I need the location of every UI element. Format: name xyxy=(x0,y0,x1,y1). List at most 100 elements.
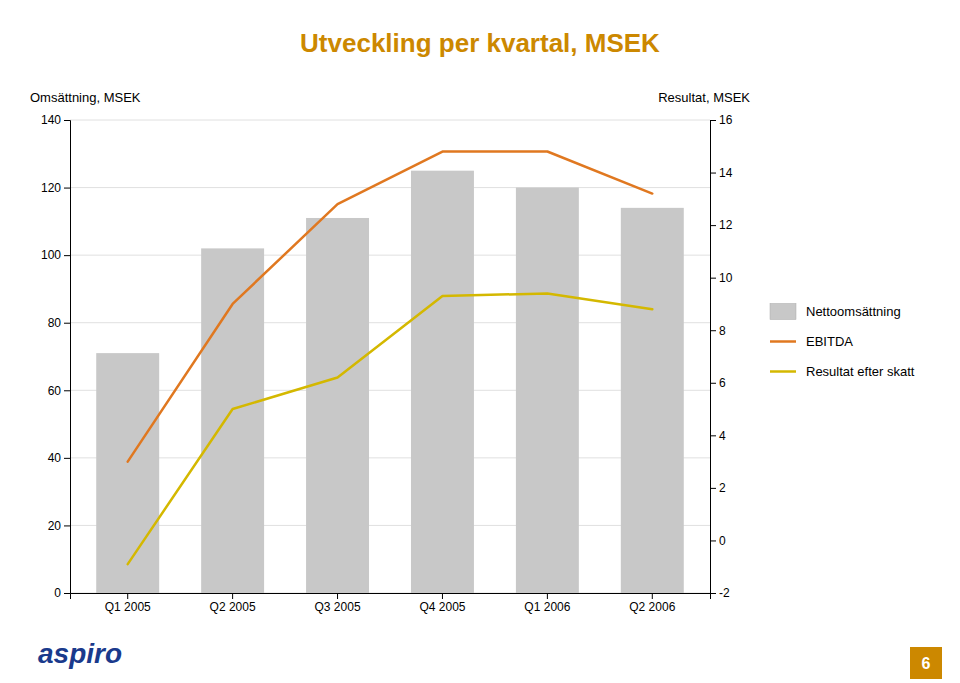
tick: 140 xyxy=(41,113,70,127)
tick-label: 16 xyxy=(719,113,733,127)
tick-label: 140 xyxy=(41,113,61,127)
grid xyxy=(70,120,710,593)
tick-mark xyxy=(337,593,338,599)
tick-label: 6 xyxy=(719,376,726,390)
tick-label: 120 xyxy=(41,181,61,195)
grid-line xyxy=(70,187,710,188)
tick-label: 80 xyxy=(48,316,62,330)
tick-mark xyxy=(710,593,716,594)
tick-mark xyxy=(710,540,716,541)
grid-line xyxy=(70,120,710,121)
tick-label: Q4 2005 xyxy=(419,600,465,614)
bar xyxy=(411,171,474,593)
y-axis-label: Omsättning, MSEK xyxy=(30,90,141,105)
tick-mark xyxy=(547,593,548,599)
tick-label: 4 xyxy=(719,429,726,443)
tick-mark xyxy=(64,255,70,256)
tick-mark xyxy=(710,383,716,384)
tick: 2 xyxy=(710,481,726,495)
bar xyxy=(516,188,579,593)
tick: 0 xyxy=(710,534,726,548)
line xyxy=(128,293,653,564)
tick: 120 xyxy=(41,181,70,195)
bar xyxy=(306,218,369,593)
tick-mark xyxy=(64,458,70,459)
bar xyxy=(621,208,684,593)
plot-area: Q1 2005Q2 2005Q3 2005Q4 2005Q1 2006Q2 20… xyxy=(41,113,733,613)
tick-mark xyxy=(710,330,716,331)
tick-label: 100 xyxy=(41,248,61,262)
tick: 6 xyxy=(710,376,726,390)
bar-series xyxy=(96,171,684,593)
line xyxy=(128,152,653,462)
tick-mark xyxy=(442,593,443,599)
axis-line xyxy=(711,121,717,594)
tick-mark xyxy=(64,323,70,324)
grid-line xyxy=(70,390,710,391)
tick-label: 14 xyxy=(719,166,733,180)
tick: 14 xyxy=(710,166,733,180)
tick: Q1 2006 xyxy=(524,593,570,614)
tick-label: Q2 2006 xyxy=(629,600,675,614)
tick-label: 8 xyxy=(719,324,726,338)
axis-line xyxy=(71,594,711,600)
grid-line xyxy=(70,457,710,458)
tick-mark xyxy=(710,225,716,226)
legend: Nettoomsättning EBITDA Resultat efter skat… xyxy=(770,304,915,380)
legend-item: Nettoomsättning xyxy=(770,304,901,320)
y2-axis: -2 0 2 4 6 8 10 12 14 16 xyxy=(710,113,733,600)
legend-label: Nettoomsättning xyxy=(806,304,901,319)
tick-label: 10 xyxy=(719,271,733,285)
tick: -2 xyxy=(710,586,730,600)
tick-label: 40 xyxy=(48,451,62,465)
tick: Q2 2006 xyxy=(629,593,675,614)
tick-mark xyxy=(64,593,70,594)
tick: 100 xyxy=(41,248,70,262)
tick-mark xyxy=(232,593,233,599)
tick: Q1 2005 xyxy=(105,593,151,614)
legend-swatch xyxy=(770,370,796,373)
legend-label: EBITDA xyxy=(806,334,853,349)
tick-mark xyxy=(710,488,716,489)
y2-axis-label: Resultat, MSEK xyxy=(658,90,750,105)
legend-swatch xyxy=(770,304,796,320)
marks xyxy=(96,152,684,593)
tick-mark xyxy=(64,390,70,391)
legend-label: Resultat efter skatt xyxy=(806,364,915,379)
grid-line xyxy=(70,525,710,526)
grid-line xyxy=(70,255,710,256)
legend-item: Resultat efter skatt xyxy=(770,364,915,379)
tick-mark xyxy=(710,120,716,121)
x-axis: Q1 2005Q2 2005Q3 2005Q4 2005Q1 2006Q2 20… xyxy=(71,593,711,614)
page-number-box xyxy=(910,647,942,679)
tick-mark xyxy=(64,525,70,526)
tick-mark xyxy=(64,120,70,121)
tick: 60 xyxy=(48,384,70,398)
legend-item: EBITDA xyxy=(770,334,853,349)
tick: 80 xyxy=(48,316,70,330)
tick: 4 xyxy=(710,429,726,443)
tick-mark xyxy=(652,593,653,599)
y-axis: 0 20 40 60 80 100 120 140 xyxy=(41,113,71,600)
bar xyxy=(201,248,264,593)
tick-label: 0 xyxy=(54,586,61,600)
tick-mark xyxy=(710,173,716,174)
tick-label: 2 xyxy=(719,481,726,495)
tick-label: Q3 2005 xyxy=(315,600,361,614)
tick-label: -2 xyxy=(719,586,730,600)
page-number: 6 xyxy=(922,655,931,672)
tick: Q4 2005 xyxy=(419,593,465,614)
tick-mark xyxy=(710,435,716,436)
legend-swatch xyxy=(770,340,796,343)
tick: 8 xyxy=(710,324,726,338)
axis-line xyxy=(64,121,71,594)
tick: 12 xyxy=(710,218,733,232)
tick-mark xyxy=(710,278,716,279)
logo-text: aspiro xyxy=(38,638,122,669)
chart: Q1 2005Q2 2005Q3 2005Q4 2005Q1 2006Q2 20… xyxy=(0,0,960,683)
title: Utveckling per kvartal, MSEK xyxy=(300,28,660,58)
tick-label: 0 xyxy=(719,534,726,548)
bar xyxy=(96,353,159,593)
tick-label: Q1 2005 xyxy=(105,600,151,614)
tick: 20 xyxy=(48,519,70,533)
